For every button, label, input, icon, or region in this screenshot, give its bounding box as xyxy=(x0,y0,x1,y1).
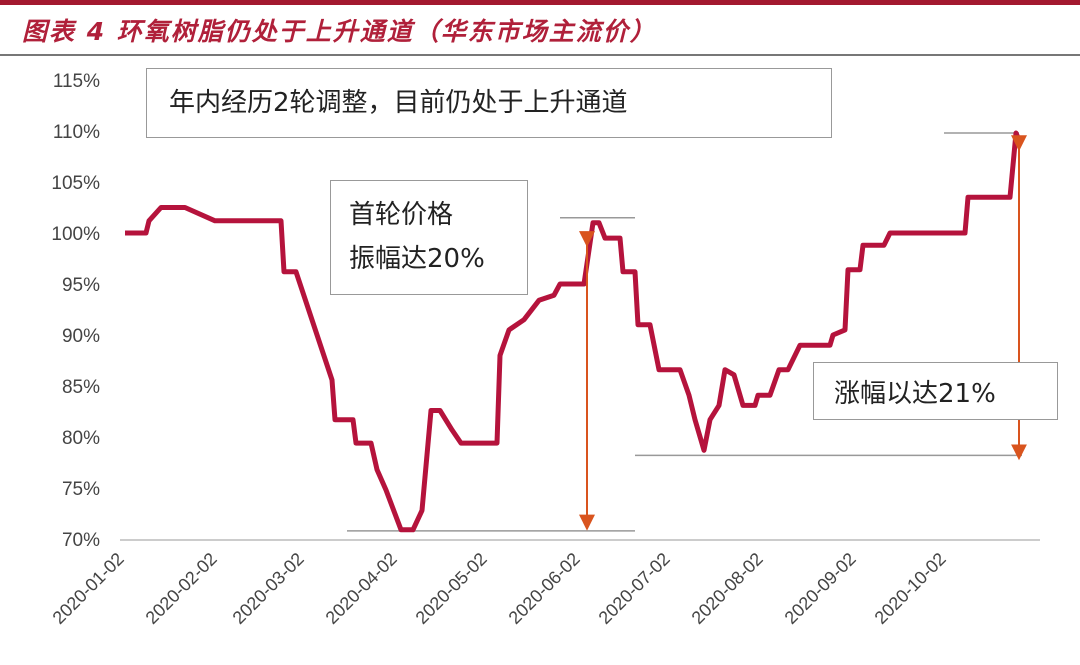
y-tick-label: 75% xyxy=(62,479,100,500)
x-tick-label: 2020-03-02 xyxy=(229,549,308,628)
y-tick-label: 70% xyxy=(62,530,100,551)
chart-title: 图表 4 环氧树脂仍处于上升通道（华东市场主流价） xyxy=(22,17,657,46)
title-divider xyxy=(0,54,1080,56)
x-tick-label: 2020-06-02 xyxy=(505,549,584,628)
x-tick-label: 2020-07-02 xyxy=(595,549,674,628)
annotation-box-first-round: 首轮价格 振幅达20% xyxy=(330,180,528,295)
annotation-text-line2: 振幅达20% xyxy=(349,244,485,274)
x-tick-label: 2020-09-02 xyxy=(781,549,860,628)
y-tick-label: 115% xyxy=(53,71,100,92)
y-tick-label: 85% xyxy=(62,377,100,398)
y-tick-label: 90% xyxy=(62,326,100,347)
top-accent-bar xyxy=(0,0,1080,5)
x-tick-label: 2020-01-02 xyxy=(49,549,128,628)
annotation-text: 年内经历2轮调整，目前仍处于上升通道 xyxy=(169,88,628,118)
y-tick-label: 80% xyxy=(62,428,100,449)
x-tick-label: 2020-04-02 xyxy=(322,549,401,628)
price-index-line xyxy=(125,130,1022,533)
y-tick-label: 100% xyxy=(51,224,100,245)
x-tick-label: 2020-08-02 xyxy=(688,549,767,628)
y-tick-label: 105% xyxy=(51,173,100,194)
annotation-text-line1: 首轮价格 xyxy=(349,200,454,230)
x-tick-label: 2020-02-02 xyxy=(142,549,221,628)
x-tick-label: 2020-05-02 xyxy=(412,549,491,628)
y-tick-label: 110% xyxy=(53,122,100,143)
annotation-text: 涨幅以达21% xyxy=(834,379,996,409)
annotation-box-rise: 涨幅以达21% xyxy=(813,362,1058,420)
y-tick-label: 95% xyxy=(62,275,100,296)
annotation-box-trend: 年内经历2轮调整，目前仍处于上升通道 xyxy=(146,68,832,138)
x-tick-label: 2020-10-02 xyxy=(871,549,950,628)
